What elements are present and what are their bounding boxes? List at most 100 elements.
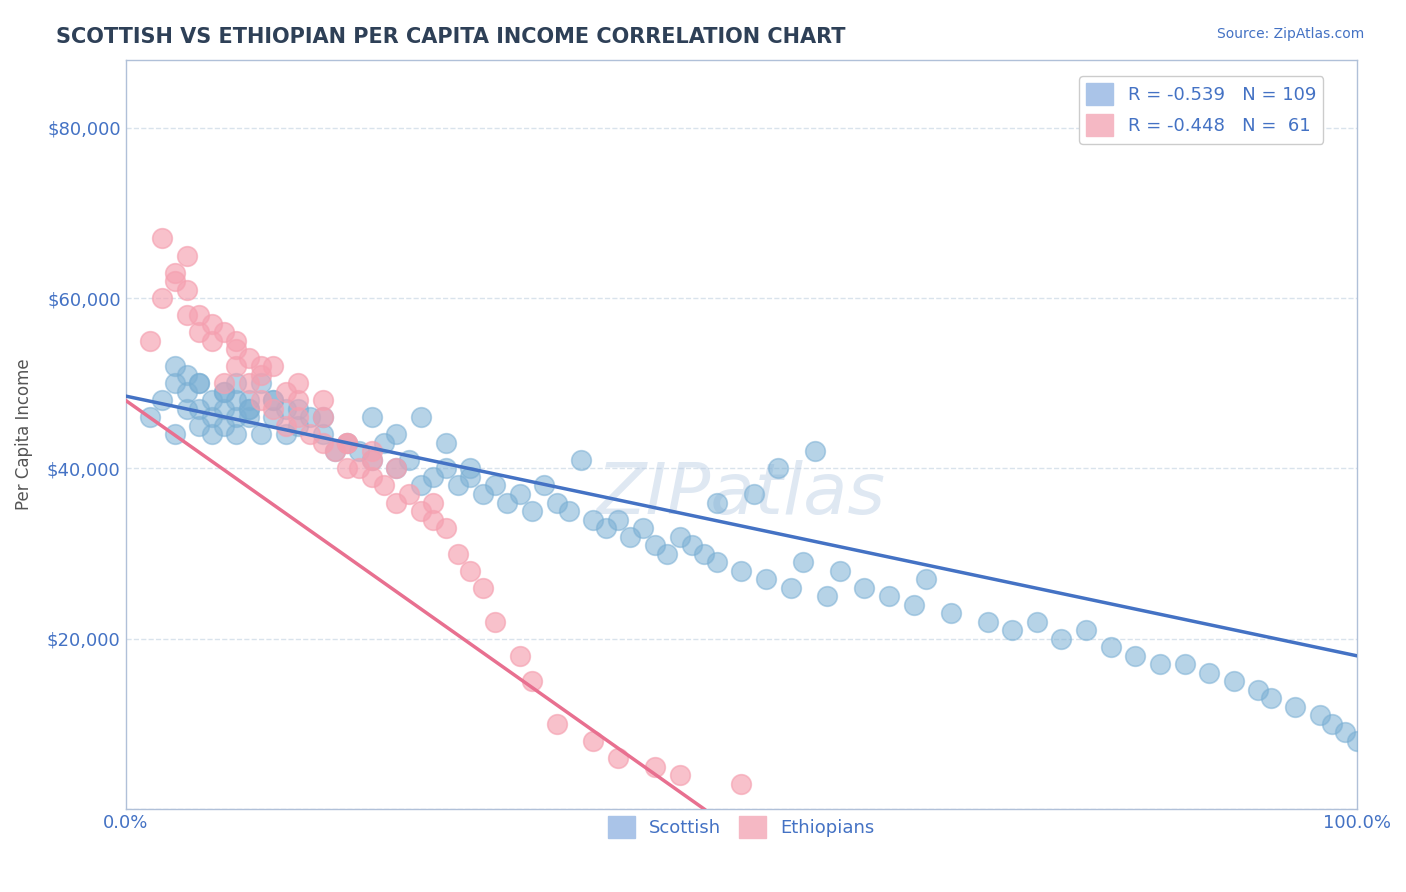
Point bbox=[471, 581, 494, 595]
Point bbox=[1149, 657, 1171, 672]
Point bbox=[373, 436, 395, 450]
Point bbox=[262, 393, 284, 408]
Point bbox=[1247, 682, 1270, 697]
Point bbox=[409, 504, 432, 518]
Point bbox=[238, 401, 260, 416]
Point bbox=[422, 495, 444, 509]
Point bbox=[287, 401, 309, 416]
Point bbox=[176, 283, 198, 297]
Point bbox=[188, 308, 211, 322]
Point bbox=[299, 410, 322, 425]
Point bbox=[188, 376, 211, 391]
Point bbox=[250, 368, 273, 382]
Point bbox=[360, 444, 382, 458]
Point bbox=[484, 478, 506, 492]
Point bbox=[323, 444, 346, 458]
Point bbox=[287, 410, 309, 425]
Point bbox=[792, 555, 814, 569]
Point bbox=[1322, 717, 1344, 731]
Point bbox=[323, 444, 346, 458]
Point bbox=[188, 376, 211, 391]
Point bbox=[681, 538, 703, 552]
Point bbox=[434, 461, 457, 475]
Point bbox=[336, 436, 359, 450]
Point bbox=[262, 401, 284, 416]
Point bbox=[828, 564, 851, 578]
Point bbox=[152, 393, 174, 408]
Point bbox=[607, 512, 630, 526]
Point bbox=[201, 427, 224, 442]
Point bbox=[779, 581, 801, 595]
Point bbox=[385, 427, 408, 442]
Point bbox=[262, 393, 284, 408]
Point bbox=[349, 444, 371, 458]
Point bbox=[520, 674, 543, 689]
Point bbox=[262, 359, 284, 374]
Point bbox=[668, 530, 690, 544]
Point bbox=[496, 495, 519, 509]
Point bbox=[176, 384, 198, 399]
Point bbox=[706, 495, 728, 509]
Point bbox=[212, 325, 235, 339]
Point bbox=[176, 308, 198, 322]
Point bbox=[385, 461, 408, 475]
Point bbox=[434, 436, 457, 450]
Point bbox=[163, 376, 186, 391]
Point bbox=[1001, 624, 1024, 638]
Point bbox=[360, 410, 382, 425]
Point bbox=[657, 547, 679, 561]
Y-axis label: Per Capita Income: Per Capita Income bbox=[15, 359, 32, 510]
Point bbox=[188, 418, 211, 433]
Point bbox=[398, 453, 420, 467]
Point bbox=[163, 359, 186, 374]
Point bbox=[558, 504, 581, 518]
Point bbox=[533, 478, 555, 492]
Point bbox=[755, 572, 778, 586]
Point bbox=[1174, 657, 1197, 672]
Point bbox=[915, 572, 938, 586]
Point bbox=[668, 768, 690, 782]
Point bbox=[311, 436, 333, 450]
Point bbox=[644, 538, 666, 552]
Point bbox=[976, 615, 998, 629]
Point bbox=[730, 564, 752, 578]
Point bbox=[176, 401, 198, 416]
Point bbox=[582, 734, 605, 748]
Point bbox=[152, 231, 174, 245]
Point bbox=[1333, 725, 1355, 739]
Point bbox=[311, 393, 333, 408]
Point bbox=[212, 384, 235, 399]
Point bbox=[1260, 691, 1282, 706]
Point bbox=[274, 418, 297, 433]
Point bbox=[163, 274, 186, 288]
Point bbox=[422, 470, 444, 484]
Point bbox=[409, 478, 432, 492]
Point bbox=[409, 410, 432, 425]
Point bbox=[817, 589, 839, 603]
Point bbox=[201, 393, 224, 408]
Text: ZIPatlas: ZIPatlas bbox=[596, 460, 886, 529]
Point bbox=[422, 512, 444, 526]
Point bbox=[434, 521, 457, 535]
Point bbox=[201, 334, 224, 348]
Point bbox=[336, 436, 359, 450]
Point bbox=[287, 376, 309, 391]
Point bbox=[176, 368, 198, 382]
Point bbox=[349, 461, 371, 475]
Point bbox=[238, 393, 260, 408]
Point bbox=[460, 470, 482, 484]
Text: SCOTTISH VS ETHIOPIAN PER CAPITA INCOME CORRELATION CHART: SCOTTISH VS ETHIOPIAN PER CAPITA INCOME … bbox=[56, 27, 846, 46]
Point bbox=[1284, 700, 1306, 714]
Point bbox=[176, 248, 198, 262]
Point bbox=[163, 266, 186, 280]
Point bbox=[336, 436, 359, 450]
Point bbox=[595, 521, 617, 535]
Point bbox=[546, 717, 568, 731]
Point bbox=[163, 427, 186, 442]
Point bbox=[311, 427, 333, 442]
Point bbox=[582, 512, 605, 526]
Point bbox=[212, 418, 235, 433]
Point bbox=[447, 478, 470, 492]
Point bbox=[311, 410, 333, 425]
Point bbox=[373, 478, 395, 492]
